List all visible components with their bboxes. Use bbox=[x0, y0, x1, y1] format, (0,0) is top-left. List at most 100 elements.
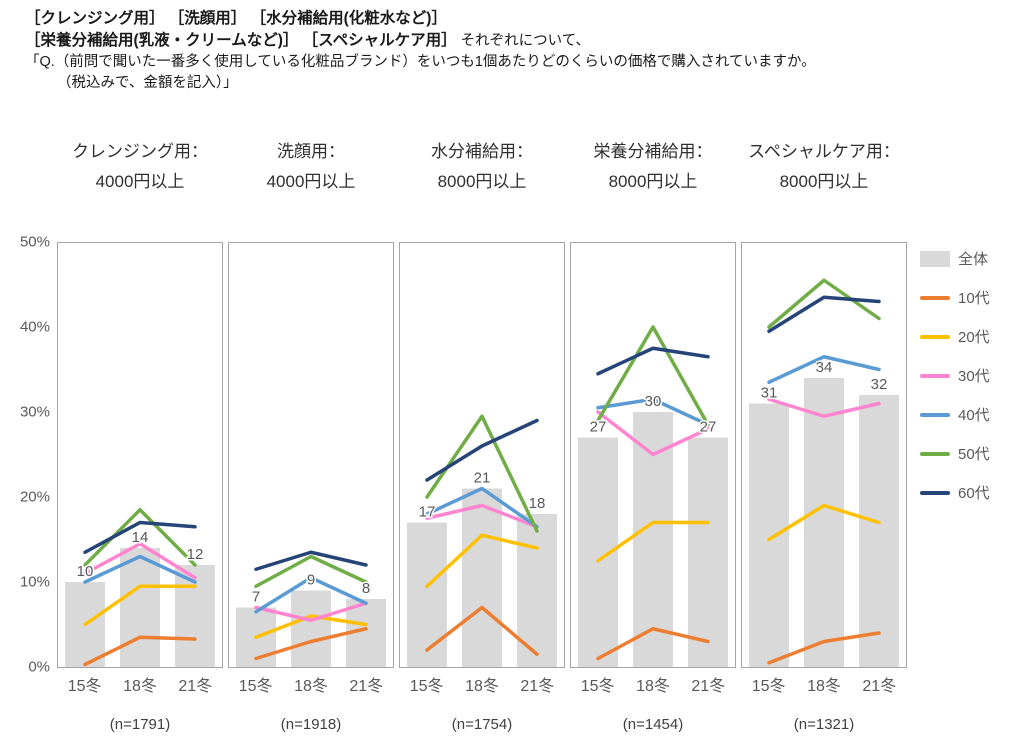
panel-plot-area: 7 9 8 bbox=[228, 242, 394, 668]
bar-value-label: 27 bbox=[700, 419, 717, 436]
x-axis-tick-label: 18冬 bbox=[123, 678, 157, 695]
panel-plot-area: 27 30 27 bbox=[570, 242, 736, 668]
bar-value-label: 10 bbox=[77, 563, 94, 580]
x-axis-tick-label: 15冬 bbox=[409, 678, 444, 695]
line-10代 bbox=[254, 627, 368, 661]
bar-value-label: 27 bbox=[590, 419, 607, 436]
sample-size-label: (n=1321) bbox=[793, 716, 855, 733]
x-axis-tick-label: 18冬 bbox=[636, 678, 670, 695]
y-axis-tick-label: 30% bbox=[19, 403, 50, 421]
panel-plot-area: 10 14 12 bbox=[57, 242, 223, 668]
panel-title-category: 栄養分補給用： bbox=[593, 142, 713, 161]
bar-value-label: 9 bbox=[307, 572, 315, 589]
line-30代 bbox=[767, 397, 881, 418]
legend-line-swatch-icon bbox=[920, 490, 950, 495]
y-axis-tick-label: 0% bbox=[28, 658, 50, 676]
panel-plot-area: 31 34 32 bbox=[741, 242, 907, 668]
sample-size-label: (n=1754) bbox=[451, 716, 513, 733]
bar-zentai bbox=[749, 403, 789, 667]
y-axis-tick-label: 10% bbox=[19, 573, 50, 591]
x-axis-tick-label: 21冬 bbox=[862, 678, 897, 695]
panel-title: スペシャルケア用： 8000円以上 bbox=[741, 137, 907, 197]
legend-line-swatch-icon bbox=[920, 373, 950, 378]
x-axis-tick-label: 21冬 bbox=[349, 678, 384, 695]
panel-title-category: スペシャルケア用： bbox=[748, 142, 900, 161]
chart-legend: 全体 10代 20代 30代 40代 50代 60代 bbox=[920, 0, 1015, 754]
legend-line-swatch-icon bbox=[920, 451, 950, 456]
legend-item-40dai: 40代 bbox=[920, 406, 990, 424]
panel-title-category: クレンジング用： bbox=[72, 142, 208, 161]
header-line-2-bold: ［栄養分補給用(乳液・クリームなど)］ ［スペシャルケア用］ bbox=[25, 32, 457, 49]
panel-title-category: 水分補給用： bbox=[431, 142, 533, 161]
y-axis-tick-label: 50% bbox=[19, 233, 50, 251]
legend-label: 30代 bbox=[958, 368, 990, 385]
line-30代 bbox=[596, 410, 710, 457]
legend-line-swatch-icon bbox=[920, 334, 950, 339]
line-40代 bbox=[83, 554, 197, 584]
bar-value-label: 7 bbox=[252, 589, 260, 606]
bar-zentai bbox=[291, 590, 331, 667]
line-20代 bbox=[596, 520, 710, 563]
panel-title: 洗顔用： 4000円以上 bbox=[228, 137, 394, 197]
y-axis-tick-label: 20% bbox=[19, 488, 50, 506]
panel-title-price-band: 8000円以上 bbox=[437, 172, 527, 191]
legend-bar-swatch-icon bbox=[920, 250, 950, 267]
x-axis-labels: 15冬 18冬 21冬 bbox=[399, 672, 565, 696]
legend-item-20dai: 20代 bbox=[920, 328, 990, 346]
panel-plot-area: 17 21 18 bbox=[399, 242, 565, 668]
bar-value-label: 12 bbox=[187, 546, 204, 563]
bar-value-label: 14 bbox=[132, 529, 149, 546]
x-axis-tick-label: 21冬 bbox=[691, 678, 726, 695]
legend-item-30dai: 30代 bbox=[920, 367, 990, 385]
bar-value-label: 17 bbox=[419, 504, 436, 521]
line-10代 bbox=[767, 631, 881, 665]
line-40代 bbox=[425, 486, 539, 529]
line-10代 bbox=[425, 605, 539, 656]
bar-value-label: 34 bbox=[816, 359, 833, 376]
line-50代 bbox=[596, 325, 710, 427]
header-line-1: ［クレンジング用］ ［洗顔用］ ［水分補給用(化粧水など)］ bbox=[25, 10, 447, 27]
line-40代 bbox=[254, 576, 368, 614]
bar-zentai bbox=[120, 548, 160, 667]
survey-question-header: ［クレンジング用］ ［洗顔用］ ［水分補給用(化粧水など)］ ［栄養分補給用(乳… bbox=[25, 8, 816, 94]
line-40代 bbox=[767, 355, 881, 384]
bar-zentai bbox=[462, 488, 502, 667]
legend-item-10dai: 10代 bbox=[920, 289, 990, 307]
header-line-2: ［栄養分補給用(乳液・クリームなど)］ ［スペシャルケア用］ それぞれについて、 bbox=[25, 30, 816, 52]
panel-title: クレンジング用： 4000円以上 bbox=[57, 137, 223, 197]
panel-title-price-band: 8000円以上 bbox=[779, 172, 869, 191]
x-axis-tick-label: 15冬 bbox=[580, 678, 615, 695]
legend-label: 50代 bbox=[958, 446, 990, 463]
x-axis-tick-label: 15冬 bbox=[238, 678, 273, 695]
line-30代 bbox=[254, 601, 368, 622]
x-axis-tick-label: 18冬 bbox=[294, 678, 328, 695]
line-50代 bbox=[254, 554, 368, 588]
line-30代 bbox=[425, 503, 539, 529]
panel-title-price-band: 8000円以上 bbox=[608, 172, 698, 191]
bar-zentai bbox=[804, 378, 844, 667]
panel-title-category: 洗顔用： bbox=[277, 142, 345, 161]
x-axis-labels: 15冬 18冬 21冬 bbox=[570, 672, 736, 696]
question-text-line-2: （税込みで、金額を記入）」 bbox=[57, 75, 238, 91]
legend-item-60dai: 60代 bbox=[920, 484, 990, 502]
panel-title: 栄養分補給用： 8000円以上 bbox=[570, 137, 736, 197]
legend-item-50dai: 50代 bbox=[920, 445, 990, 463]
sample-size-label: (n=1918) bbox=[280, 716, 342, 733]
line-20代 bbox=[254, 614, 368, 639]
bar-value-label: 30 bbox=[645, 393, 662, 410]
panel-5: スペシャルケア用： 8000円以上 31 34 32 15冬 18冬 21冬 (n=1321) bbox=[741, 0, 907, 754]
question-text-line-1: 「Q.（前問で聞いた一番多く使用している化粧品ブランド）をいつも1個あたりどのく… bbox=[25, 54, 816, 70]
x-axis-tick-label: 18冬 bbox=[465, 678, 499, 695]
bar-value-label: 31 bbox=[761, 385, 778, 402]
x-axis-tick-label: 15冬 bbox=[751, 678, 786, 695]
x-axis-tick-label: 21冬 bbox=[178, 678, 213, 695]
bar-value-label: 18 bbox=[529, 495, 546, 512]
legend-line-swatch-icon bbox=[920, 412, 950, 417]
panel-3: 水分補給用： 8000円以上 17 21 18 15冬 18冬 21冬 (n=1754) bbox=[399, 0, 565, 754]
x-axis-tick-label: 18冬 bbox=[807, 678, 841, 695]
line-60代 bbox=[254, 550, 368, 571]
x-axis-labels: 15冬 18冬 21冬 bbox=[57, 672, 223, 696]
line-20代 bbox=[83, 584, 197, 627]
line-30代 bbox=[83, 542, 197, 580]
line-60代 bbox=[767, 295, 881, 333]
